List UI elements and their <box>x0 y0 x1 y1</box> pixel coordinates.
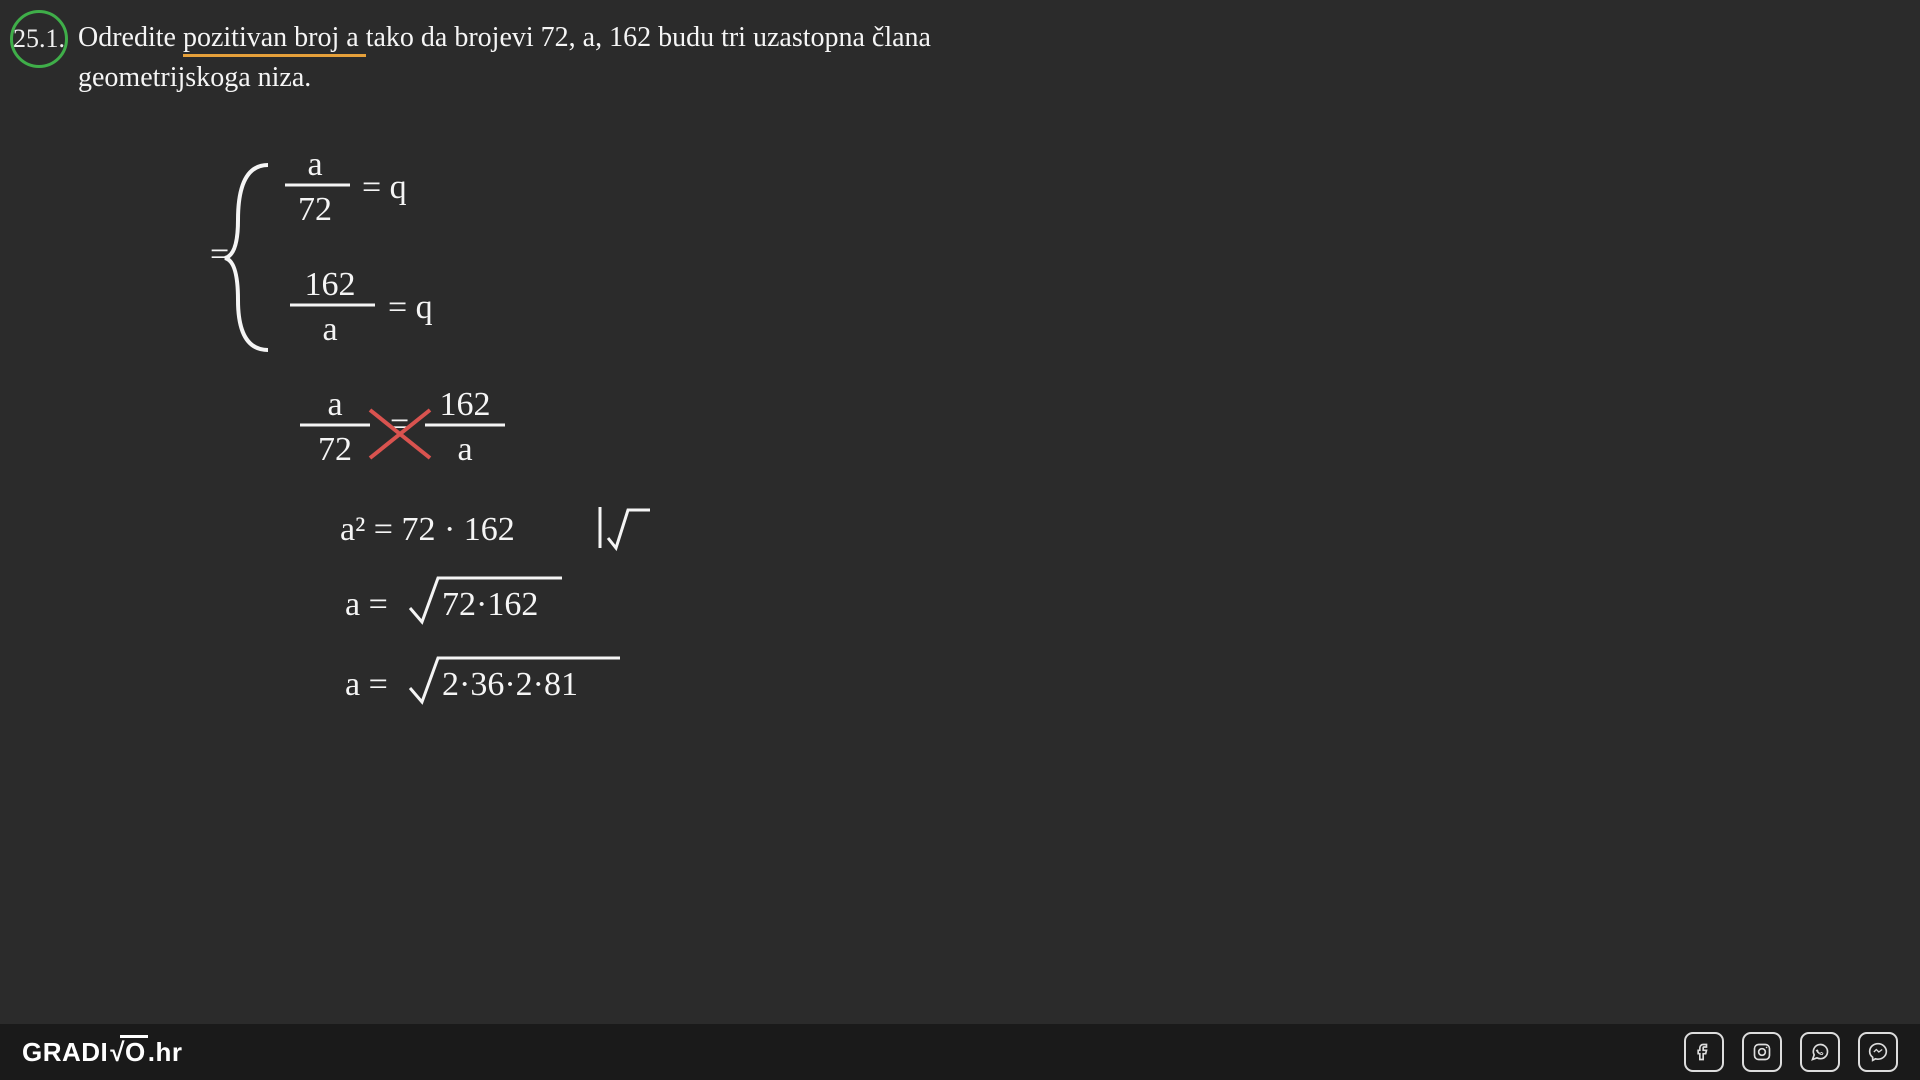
line6-lhs: a = <box>345 666 388 703</box>
social-links <box>1684 1032 1898 1072</box>
line4-radical <box>608 510 650 548</box>
eq1-rhs: = q <box>362 169 407 206</box>
cross-left-num: a <box>327 386 342 423</box>
problem-number: 25.1. <box>13 24 65 54</box>
whatsapp-icon[interactable] <box>1800 1032 1840 1072</box>
problem-text-underlined: pozitivan broj a <box>183 22 366 57</box>
brace-equals: = <box>210 236 229 273</box>
problem-text-pre: Odredite <box>78 22 183 53</box>
line6-group: a = 2·36·2·81 <box>345 658 620 703</box>
brand-logo[interactable]: GRADI√O.hr <box>22 1037 183 1068</box>
eq1-den: 72 <box>298 191 332 228</box>
eq2-den: a <box>322 311 337 348</box>
left-brace <box>225 165 268 350</box>
cross-multiply-row: a 72 = 162 a <box>300 386 505 468</box>
problem-statement: Odredite pozitivan broj a tako da brojev… <box>78 18 931 98</box>
work-svg: = a 72 = q 162 a = q a 72 = 162 a a² = 7… <box>220 140 920 760</box>
footer-bar: GRADI√O.hr <box>0 1024 1920 1080</box>
eq1-num: a <box>307 146 322 183</box>
line5-group: a = 72·162 <box>345 578 562 623</box>
facebook-icon[interactable] <box>1684 1032 1724 1072</box>
solution-work: = a 72 = q 162 a = q a 72 = 162 a a² = 7… <box>220 140 920 765</box>
cross-right-num: 162 <box>440 386 491 423</box>
problem-text-line2: geometrijskoga niza. <box>78 62 311 93</box>
brand-post: .hr <box>148 1037 183 1068</box>
line5-radicand: 72·162 <box>442 586 538 623</box>
cross-left-den: 72 <box>318 431 352 468</box>
brand-pre: GRADI <box>22 1037 108 1068</box>
cross-right-den: a <box>457 431 472 468</box>
instagram-icon[interactable] <box>1742 1032 1782 1072</box>
brand-root: √O <box>110 1037 146 1068</box>
line5-lhs: a = <box>345 586 388 623</box>
eq2-rhs: = q <box>388 289 433 326</box>
line6-radicand: 2·36·2·81 <box>442 666 578 703</box>
eq2-num: 162 <box>305 266 356 303</box>
problem-text-post: tako da brojevi 72, a, 162 budu tri uzas… <box>366 22 931 53</box>
messenger-icon[interactable] <box>1858 1032 1898 1072</box>
line4-a2: a² = 72 · 162 <box>340 511 515 548</box>
line4-group: a² = 72 · 162 <box>340 507 650 548</box>
problem-number-badge: 25.1. <box>10 10 68 68</box>
